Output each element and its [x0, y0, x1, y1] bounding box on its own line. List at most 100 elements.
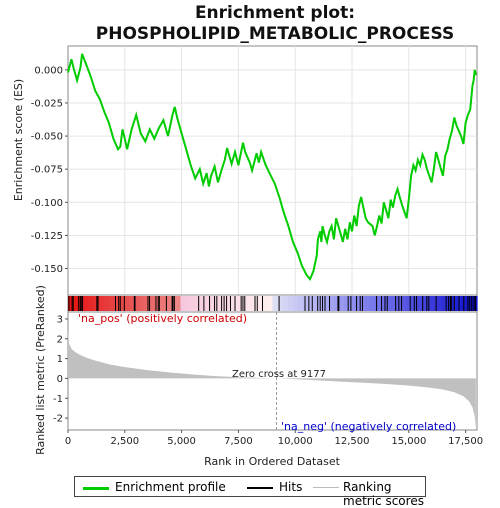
rank-color-cell: [308, 296, 314, 311]
legend-swatch-hits: [247, 487, 273, 489]
pos-correlated-label: 'na_pos' (positively correlated): [78, 312, 247, 325]
enrichment-profile-line: [67, 53, 477, 281]
rank-color-cell: [333, 296, 340, 311]
metric-y-tick-label: -1: [53, 394, 63, 405]
x-tick-label: 17,500: [448, 436, 483, 447]
rank-color-cell: [410, 296, 417, 311]
rank-color-cell: [287, 296, 294, 311]
rank-color-cell: [124, 296, 130, 311]
legend-label-hits: Hits: [279, 480, 303, 494]
es-y-tick-label: -0.075: [31, 165, 63, 176]
metric-y-tick-label: 2: [57, 334, 63, 345]
es-y-ticks: 0.000 -0.025 -0.050 -0.075 -0.100 -0.125 -0.15…: [31, 65, 68, 275]
rank-color-cell: [257, 296, 263, 311]
rank-color-cell: [390, 296, 396, 311]
rank-color-cell: [262, 296, 268, 311]
rank-color-cell: [108, 296, 115, 311]
es-y-tick-label: 0.000: [34, 65, 63, 76]
rank-color-cell: [303, 296, 309, 311]
hit-markers: [68, 296, 476, 311]
es-y-tick-label: -0.125: [31, 231, 63, 242]
legend-swatch-metric: [313, 487, 339, 488]
rank-color-cell: [165, 296, 171, 311]
rank-color-cell: [338, 296, 345, 311]
rank-color-cell: [430, 296, 437, 311]
rank-color-cell: [471, 296, 478, 311]
x-tick-label: 5,000: [167, 436, 196, 447]
rank-color-cell: [436, 296, 442, 311]
rank-color-cell: [405, 296, 412, 311]
legend-swatch-profile: [83, 487, 109, 490]
rank-color-cell: [354, 296, 361, 311]
rank-color-cell: [211, 296, 217, 311]
x-tick-label: 0: [65, 436, 71, 447]
rank-color-cell: [282, 296, 289, 311]
x-tick-label: 2,500: [110, 436, 139, 447]
x-tick-label: 7,500: [224, 436, 253, 447]
rank-color-cell: [206, 296, 212, 311]
rank-color-cell: [323, 296, 330, 311]
neg-correlated-label: 'na_neg' (negatively correlated): [281, 420, 456, 433]
metric-y-tick-label: 1: [57, 354, 63, 365]
rank-color-cell: [415, 296, 422, 311]
rank-color-cell: [226, 296, 233, 311]
rank-color-cell: [185, 296, 192, 311]
rank-color-cell: [461, 296, 468, 311]
rank-color-cell: [292, 296, 299, 311]
rank-color-cell: [328, 296, 335, 311]
rank-color-cell: [231, 296, 238, 311]
legend-label-profile: Enrichment profile: [115, 480, 226, 494]
rank-color-cell: [119, 296, 125, 311]
rank-color-cell: [134, 296, 141, 311]
metric-y-tick-label: 0: [57, 374, 63, 385]
rank-color-cell: [68, 296, 74, 311]
rank-color-cell: [318, 296, 325, 311]
rank-color-cell: [369, 296, 376, 311]
rank-color-cell: [73, 296, 79, 311]
es-y-tick-label: -0.050: [31, 132, 63, 143]
chart-legend: Enrichment profile Hits Ranking metric s…: [74, 476, 426, 508]
rank-color-cell: [139, 296, 146, 311]
metric-y-ticks: 3 2 1 0 -1 -2: [53, 314, 68, 425]
rank-color-cell: [149, 296, 156, 311]
rank-color-cell: [374, 296, 381, 311]
rank-color-cell: [364, 296, 371, 311]
chart-title-line2: PHOSPHOLIPID_METABOLIC_PROCESS: [96, 24, 454, 44]
rank-color-cell: [160, 296, 166, 311]
metric-y-tick-label: 3: [57, 314, 63, 325]
x-tick-label: 15,000: [391, 436, 426, 447]
metric-y-tick-label: -2: [53, 414, 63, 425]
es-y-axis-label: Enrichment score (ES): [12, 79, 25, 201]
rank-color-cell: [379, 296, 386, 311]
rank-color-cell: [384, 296, 391, 311]
rank-color-cell: [349, 296, 355, 311]
rank-color-cell: [420, 296, 427, 311]
es-y-tick-label: -0.100: [31, 198, 63, 209]
chart-title-line1: Enrichment plot:: [195, 3, 355, 23]
rank-color-cell: [98, 296, 105, 311]
rank-color-cell: [298, 296, 304, 311]
x-axis-ticks: 0 2,500 5,000 7,500 10,000 12,500 15,000 17,500: [65, 430, 483, 447]
rank-color-cell: [88, 296, 95, 311]
rank-color-cell: [175, 296, 182, 311]
zero-cross-label: Zero cross at 9177: [232, 369, 326, 380]
rank-color-cell: [103, 296, 110, 311]
metric-y-axis-label: Ranked list metric (PreRanked): [34, 285, 47, 455]
rank-color-cell: [267, 296, 274, 311]
x-tick-label: 10,000: [278, 436, 313, 447]
rank-color-cell: [395, 296, 401, 311]
rank-color-cell: [400, 296, 407, 311]
rank-color-cell: [277, 296, 284, 311]
rank-color-cell: [446, 296, 453, 311]
rank-color-cell: [180, 296, 187, 311]
rank-color-cell: [272, 296, 279, 311]
x-axis-label: Rank in Ordered Dataset: [204, 455, 341, 468]
es-gridlines: [68, 46, 477, 295]
rank-color-cell: [83, 296, 90, 311]
rank-color-cell: [129, 296, 136, 311]
rank-color-cell: [114, 296, 120, 311]
rank-color-cell: [236, 296, 243, 311]
es-y-tick-label: -0.150: [31, 264, 63, 275]
rank-color-cell: [216, 296, 222, 311]
